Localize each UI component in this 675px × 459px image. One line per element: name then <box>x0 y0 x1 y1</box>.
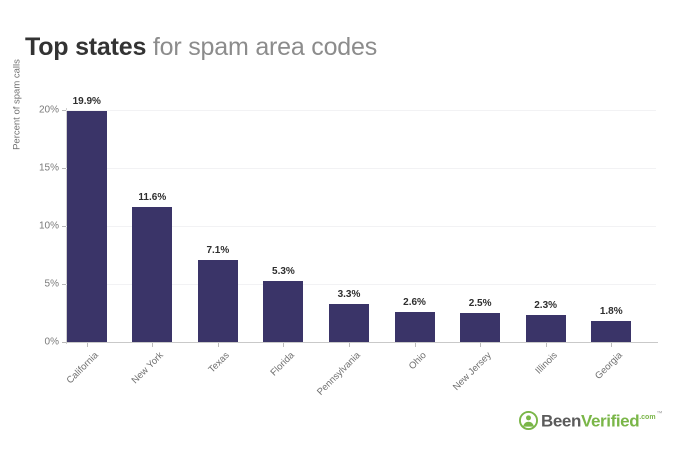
bar-value-label: 1.8% <box>599 306 623 318</box>
bar-group[interactable]: 7.1% <box>197 110 238 342</box>
y-tick-label: 10% <box>38 220 59 232</box>
brand-logo: BeenVerified.com™ <box>519 408 663 432</box>
x-tick-mark <box>86 343 88 347</box>
x-tick-label-text: Pennsylvania <box>315 350 363 398</box>
y-tick-label: 0% <box>44 336 59 348</box>
bar-value-label: 3.3% <box>337 288 361 300</box>
bar-group[interactable]: 3.3% <box>329 110 369 342</box>
y-tick-mark <box>62 226 66 227</box>
bar[interactable] <box>591 321 632 342</box>
logo-wordmark: BeenVerified.com™ <box>541 409 663 431</box>
logo-verified-text: Verified <box>580 411 640 431</box>
bar-value-label: 19.9% <box>72 96 101 108</box>
x-tick-label-text: New York <box>129 350 167 387</box>
x-tick-label-text: California <box>64 350 101 387</box>
x-tick-mark <box>545 343 547 347</box>
y-tick-mark <box>62 284 66 285</box>
x-tick-mark <box>152 343 154 347</box>
x-tick-label-text: New Jersey <box>451 350 494 393</box>
x-tick-label-text: Illinois <box>532 350 560 377</box>
x-tick-mark <box>480 343 482 347</box>
bar[interactable] <box>132 207 173 342</box>
x-tick-label-text: Ohio <box>406 350 429 372</box>
x-axis-line <box>66 342 658 343</box>
bar-value-label: 5.3% <box>272 265 295 277</box>
y-tick-label: 20% <box>38 104 59 116</box>
x-tick-label-text: Georgia <box>593 350 625 382</box>
logo-tm-mark: ™ <box>656 411 663 418</box>
bar-value-label: 11.6% <box>138 192 167 204</box>
bar-group[interactable]: 2.5% <box>460 110 501 342</box>
x-tick-mark <box>414 343 416 347</box>
bar-group[interactable]: 11.6% <box>132 110 173 342</box>
person-in-circle-icon <box>519 410 538 430</box>
gridline <box>66 226 656 227</box>
x-tick-label-text: Texas <box>206 350 232 376</box>
x-tick-mark <box>217 343 219 347</box>
logo-com-text: .com <box>639 414 656 422</box>
bar[interactable] <box>394 311 435 342</box>
bar[interactable] <box>460 313 501 342</box>
bar[interactable] <box>66 111 107 342</box>
bar-group[interactable]: 1.8% <box>591 110 632 342</box>
bar-group[interactable]: 5.3% <box>263 110 304 342</box>
title-bold: Top states <box>25 33 147 61</box>
bar[interactable] <box>525 315 566 342</box>
y-tick-mark <box>62 110 66 111</box>
x-tick-mark <box>349 343 350 347</box>
bar-group[interactable]: 19.9% <box>66 96 107 342</box>
y-tick-mark <box>62 342 66 343</box>
y-tick-label: 5% <box>44 278 59 290</box>
gridline <box>66 284 656 285</box>
bar-value-label: 7.1% <box>206 244 230 256</box>
x-tick-mark <box>611 343 613 347</box>
title-light: for spam area codes <box>146 33 378 61</box>
x-tick-mark <box>283 343 285 347</box>
bar[interactable] <box>197 259 238 342</box>
y-tick-mark <box>62 168 66 169</box>
y-axis-tick-labels: 0% 5% 10% 15% 20% <box>0 0 59 459</box>
bar-group[interactable]: 2.3% <box>525 110 566 342</box>
bar[interactable] <box>263 280 304 342</box>
plot-area: 19.9% 11.6% 7.1% 5.3% 3.3% 2.6% 2.5% 2.3% 1.8% <box>66 96 656 342</box>
logo-been-text: Been <box>541 411 581 431</box>
page-title: Top states for spam area codes <box>25 31 377 63</box>
bar-group[interactable]: 2.6% <box>394 110 435 342</box>
gridline <box>66 168 656 169</box>
y-tick-label: 15% <box>38 162 59 174</box>
bar-value-label: 2.5% <box>468 298 492 309</box>
bar-value-label: 2.6% <box>403 296 426 308</box>
bar[interactable] <box>329 303 369 342</box>
gridline <box>66 110 656 111</box>
bar-value-label: 2.3% <box>534 300 558 312</box>
x-tick-label-text: Florida <box>268 350 298 379</box>
